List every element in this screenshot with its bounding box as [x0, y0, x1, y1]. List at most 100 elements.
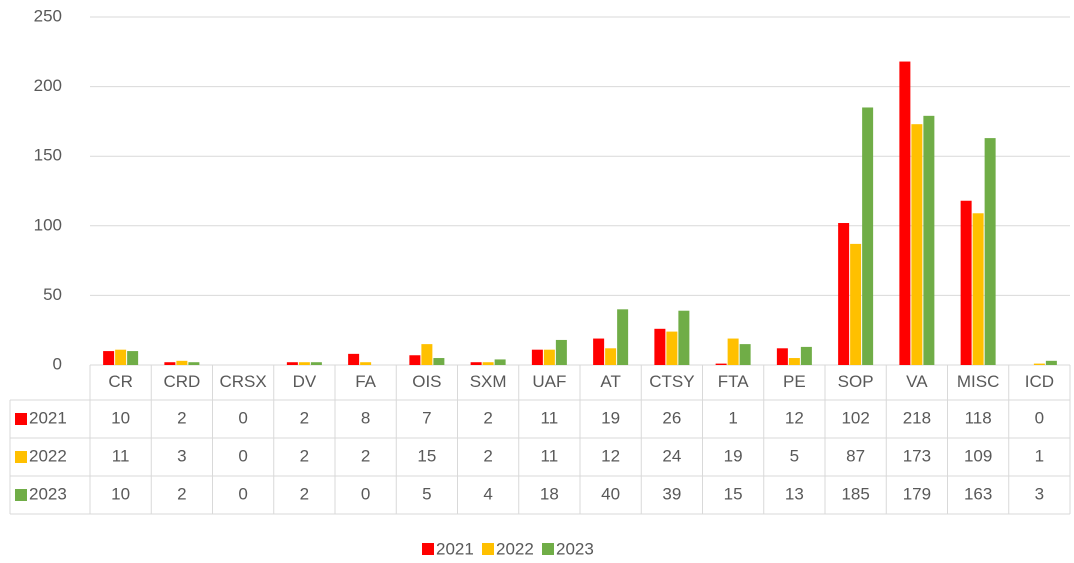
table-value: 2: [483, 408, 492, 427]
bar: [972, 213, 984, 365]
table-value: 5: [790, 446, 799, 465]
bar: [593, 338, 605, 365]
y-tick-label: 0: [53, 354, 62, 373]
table-value: 5: [422, 484, 431, 503]
legend-swatch: [15, 451, 27, 463]
bar: [1045, 360, 1057, 365]
table-value: 118: [965, 408, 992, 427]
legend-swatch: [15, 489, 27, 501]
legend-label: 2023: [556, 539, 594, 558]
row-label: 2023: [29, 484, 67, 503]
legend-swatch: [482, 543, 494, 555]
bar: [617, 309, 629, 365]
bar: [360, 362, 372, 365]
table-value: 102: [841, 408, 869, 427]
bar: [543, 349, 555, 365]
table-value: 11: [112, 446, 130, 465]
table-value: 1: [1035, 446, 1044, 465]
table-value: 15: [417, 446, 436, 465]
y-tick-label: 150: [34, 146, 62, 165]
table-value: 1: [728, 408, 737, 427]
table-value: 0: [238, 446, 247, 465]
legend-label: 2021: [436, 539, 474, 558]
bar: [899, 61, 911, 365]
table-value: 3: [177, 446, 186, 465]
bar: [923, 115, 935, 365]
x-tick-label: FA: [355, 372, 376, 391]
x-tick-label: OIS: [412, 372, 441, 391]
table-value: 2: [300, 484, 309, 503]
table-value: 12: [601, 446, 620, 465]
table-value: 0: [361, 484, 370, 503]
x-tick-label: SXM: [470, 372, 507, 391]
table-value: 19: [601, 408, 620, 427]
y-tick-label: 100: [34, 215, 62, 234]
table-value: 179: [903, 484, 931, 503]
table-value: 0: [238, 408, 247, 427]
table-value: 10: [111, 408, 130, 427]
table-value: 24: [662, 446, 681, 465]
bar: [115, 349, 127, 365]
bar: [776, 348, 788, 365]
table-value: 8: [361, 408, 370, 427]
x-tick-label: UAF: [532, 372, 566, 391]
bar: [127, 351, 139, 365]
table-value: 4: [483, 484, 492, 503]
table-value: 19: [724, 446, 743, 465]
x-tick-label: ICD: [1025, 372, 1054, 391]
bar: [421, 344, 433, 365]
table-value: 163: [964, 484, 992, 503]
table-value: 0: [238, 484, 247, 503]
bar: [482, 362, 494, 365]
bar: [666, 331, 678, 365]
table-value: 15: [724, 484, 743, 503]
x-tick-label: PE: [783, 372, 806, 391]
table-value: 0: [1035, 408, 1044, 427]
table-value: 2: [361, 446, 370, 465]
table-value: 26: [662, 408, 681, 427]
bar: [286, 362, 298, 365]
bar: [739, 344, 751, 365]
bar: [103, 351, 115, 365]
table-value: 87: [846, 446, 865, 465]
bar: [800, 346, 812, 365]
legend-swatch: [422, 543, 434, 555]
x-tick-label: DV: [293, 372, 317, 391]
table-value: 218: [903, 408, 931, 427]
y-tick-label: 50: [43, 285, 62, 304]
table-value: 18: [540, 484, 559, 503]
table-value: 40: [601, 484, 620, 503]
bar: [862, 107, 874, 365]
table-value: 109: [964, 446, 992, 465]
x-tick-label: CRSX: [220, 372, 267, 391]
y-tick-label: 200: [34, 76, 62, 95]
table-value: 173: [903, 446, 931, 465]
bar: [555, 339, 567, 365]
x-tick-label: FTA: [718, 372, 750, 391]
bar: [348, 353, 360, 365]
table-value: 2: [483, 446, 492, 465]
bar: [678, 310, 690, 365]
bar: [715, 363, 727, 365]
bar: [494, 359, 506, 365]
bar: [605, 348, 617, 365]
bar: [531, 349, 543, 365]
row-label: 2022: [29, 446, 67, 465]
bar: [838, 223, 850, 365]
table-value: 2: [300, 408, 309, 427]
table-value: 2: [300, 446, 309, 465]
bar: [727, 338, 739, 365]
table-value: 39: [662, 484, 681, 503]
table-value: 3: [1035, 484, 1044, 503]
bar: [1033, 363, 1045, 365]
y-tick-label: 250: [34, 6, 62, 25]
table-value: 185: [841, 484, 869, 503]
bar: [298, 362, 310, 365]
x-tick-label: AT: [600, 372, 620, 391]
x-tick-label: CR: [108, 372, 133, 391]
legend-swatch: [542, 543, 554, 555]
bar: [176, 360, 188, 365]
bar: [409, 355, 421, 365]
table-value: 7: [422, 408, 431, 427]
table-value: 2: [177, 484, 186, 503]
